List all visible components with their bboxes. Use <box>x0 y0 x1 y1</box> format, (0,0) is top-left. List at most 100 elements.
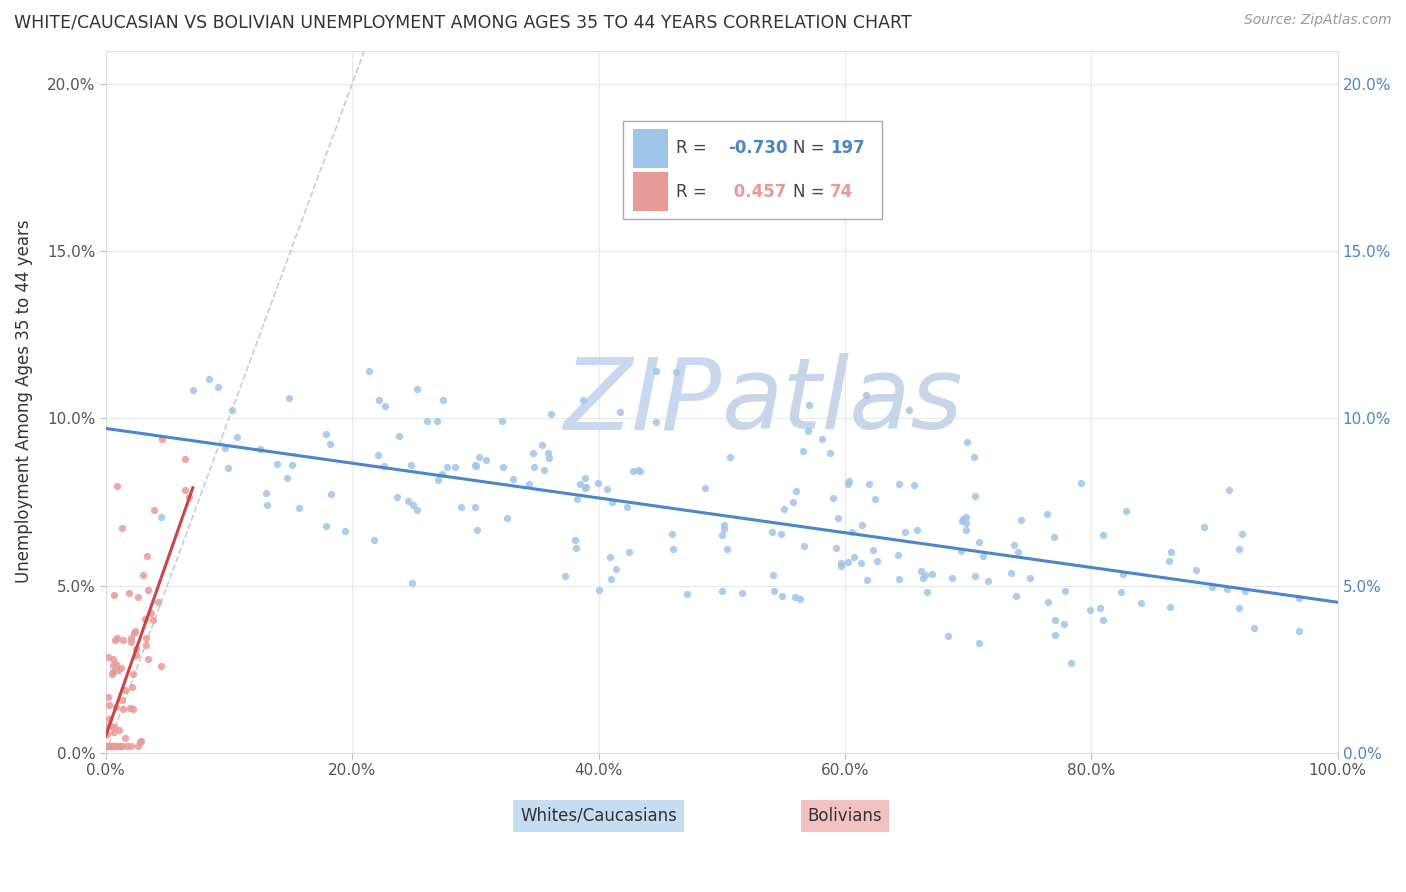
Point <box>103 724 125 739</box>
Point <box>1002 538 1025 552</box>
Text: ZIP: ZIP <box>564 353 721 450</box>
Point <box>444 459 467 474</box>
Point <box>127 590 149 604</box>
Point <box>96 726 118 740</box>
Point <box>588 582 610 597</box>
Point <box>517 476 540 491</box>
Point <box>319 436 342 450</box>
Point <box>522 445 544 459</box>
Point <box>256 498 278 512</box>
Point <box>173 451 195 466</box>
Point <box>315 519 337 533</box>
Point <box>1045 628 1067 642</box>
Point <box>104 739 127 753</box>
Point <box>887 548 910 562</box>
Point <box>718 450 741 465</box>
Point <box>142 502 165 516</box>
Point <box>396 493 419 508</box>
Point <box>1157 554 1180 568</box>
Point <box>315 427 337 442</box>
Point <box>122 666 145 681</box>
Point <box>103 633 125 648</box>
Point <box>321 486 343 500</box>
Point <box>127 739 149 753</box>
Point <box>101 739 124 753</box>
Point <box>897 403 920 417</box>
Point <box>115 739 138 753</box>
Point <box>118 586 141 600</box>
Point <box>849 556 872 570</box>
FancyBboxPatch shape <box>633 172 668 211</box>
Point <box>124 624 146 638</box>
Point <box>373 458 395 473</box>
Point <box>1201 580 1223 594</box>
Point <box>762 583 785 598</box>
Point <box>967 635 990 649</box>
Point <box>101 658 124 673</box>
Point <box>288 500 311 515</box>
Point <box>894 525 917 540</box>
Point <box>100 739 122 753</box>
Point <box>101 666 124 681</box>
Point <box>97 649 120 664</box>
Point <box>125 641 148 656</box>
Point <box>693 481 716 495</box>
Point <box>495 511 517 525</box>
Point <box>464 459 486 474</box>
Point <box>97 739 120 753</box>
Point <box>108 723 131 737</box>
Point <box>464 458 486 473</box>
Point <box>103 739 125 753</box>
Point <box>416 414 439 428</box>
Point <box>936 629 959 643</box>
Point <box>1227 600 1250 615</box>
Point <box>142 614 165 628</box>
Point <box>907 524 929 538</box>
Point <box>107 739 129 753</box>
Point <box>792 444 814 458</box>
Point <box>676 587 699 601</box>
Point <box>121 681 143 695</box>
Point <box>94 720 117 734</box>
Point <box>1007 545 1029 559</box>
Point <box>105 657 128 671</box>
Point <box>627 463 650 477</box>
Point <box>1043 530 1066 544</box>
Point <box>825 541 848 555</box>
Point <box>1005 589 1028 603</box>
Point <box>103 651 125 665</box>
Point <box>97 739 120 753</box>
Point <box>103 720 125 734</box>
Point <box>135 639 157 653</box>
Point <box>912 571 935 585</box>
Point <box>430 467 453 482</box>
Text: -0.730: -0.730 <box>728 139 787 157</box>
Point <box>965 569 987 583</box>
Point <box>841 525 863 540</box>
Point <box>554 569 576 583</box>
Point <box>357 364 380 378</box>
Point <box>596 482 619 496</box>
FancyBboxPatch shape <box>623 121 882 219</box>
Point <box>574 481 596 495</box>
Point <box>605 562 627 576</box>
Text: 74: 74 <box>830 183 853 201</box>
Point <box>572 392 595 407</box>
Point <box>915 585 938 599</box>
Point <box>1243 621 1265 635</box>
Point <box>103 588 125 602</box>
Point <box>716 541 738 556</box>
Point <box>1053 616 1076 631</box>
Point <box>146 595 169 609</box>
Point <box>661 542 683 557</box>
Point <box>862 542 884 557</box>
Point <box>977 574 1000 589</box>
Point <box>1288 591 1310 605</box>
Point <box>402 498 425 512</box>
Point <box>842 550 865 565</box>
Point <box>827 511 849 525</box>
Point <box>855 388 877 402</box>
Point <box>1010 513 1032 527</box>
Point <box>609 405 631 419</box>
Point <box>150 510 173 524</box>
